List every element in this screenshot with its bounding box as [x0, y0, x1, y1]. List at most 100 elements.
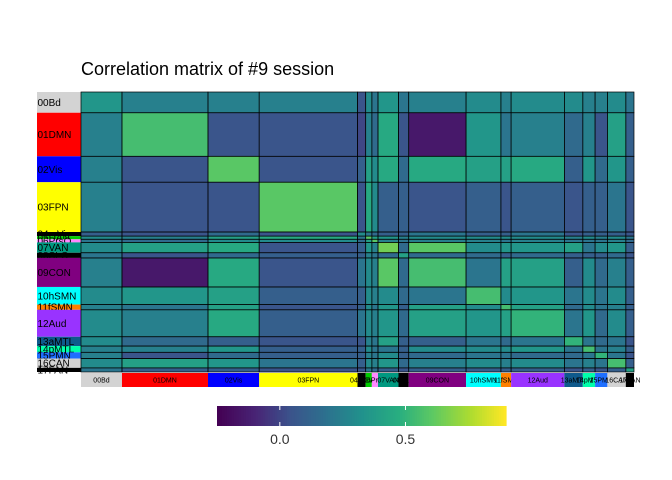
heatmap-cell-11fSMN-04mVis	[357, 304, 366, 310]
colorbar-segment	[322, 406, 326, 426]
heatmap-cell-13aMTL-09CON	[408, 336, 467, 347]
heatmap-cell-17FAN-14pMTL	[582, 367, 596, 372]
heatmap-cell-03FPN-16CAN	[607, 182, 626, 232]
heatmap-cell-08SLC-17FAN	[625, 252, 634, 258]
colorbar-segment	[419, 406, 423, 426]
colorbar-segment	[491, 406, 495, 426]
colorbar-segment	[359, 406, 363, 426]
heatmap-cell-06PrsO-14pMTL	[582, 239, 596, 243]
colorbar-segment	[450, 406, 454, 426]
heatmap-cell-14pMTL-08SLC	[398, 346, 409, 353]
colorbar-segment	[310, 406, 314, 426]
colorbar-segment	[327, 406, 331, 426]
heatmap-cell-12Aud-15PMN	[595, 309, 608, 337]
row-network-bar-01DMN	[37, 112, 81, 157]
heatmap-cell-15PMN-04mVis	[357, 352, 366, 359]
heatmap-cell-14pMTL-03FPN	[259, 346, 358, 353]
colorbar-segment	[443, 406, 447, 426]
heatmap-cell-09CON-13aMTL	[564, 257, 583, 287]
colorbar-segment	[469, 406, 473, 426]
heatmap-cell-05DAN-13aMTL	[564, 236, 583, 240]
heatmap-cell-02Vis-06PrsO	[371, 156, 378, 183]
heatmap-cell-13aMTL-06PrsO	[371, 336, 378, 347]
heatmap-cell-14pMTL-15PMN	[595, 346, 608, 353]
heatmap-cell-13aMTL-12Aud	[511, 336, 565, 347]
colorbar-segment	[455, 406, 459, 426]
heatmap-cell-01DMN-01DMN	[121, 112, 208, 157]
heatmap-cell-04mVis-16CAN	[607, 232, 626, 237]
heatmap-cell-09CON-17FAN	[625, 257, 634, 287]
colorbar-segment	[318, 406, 322, 426]
heatmap-cell-11fSMN-08SLC	[398, 304, 409, 310]
heatmap-cell-14pMTL-06PrsO	[371, 346, 378, 353]
heatmap-cell-10hSMN-15PMN	[595, 286, 608, 305]
heatmap-cell-12Aud-02Vis	[207, 309, 260, 337]
colorbar-segment	[262, 406, 266, 426]
heatmap-cell-09CON-12Aud	[511, 257, 565, 287]
heatmap-cell-04mVis-04mVis	[357, 232, 366, 237]
heatmap-cell-01DMN-03FPN	[259, 112, 358, 157]
colorbar-segment	[226, 406, 230, 426]
heatmap-cell-15PMN-05DAN	[365, 352, 372, 359]
row-network-bar-08SLC	[37, 252, 81, 258]
heatmap-cell-02Vis-08SLC	[398, 156, 409, 183]
colorbar-segment	[301, 406, 305, 426]
heatmap-cell-11fSMN-17FAN	[625, 304, 634, 310]
colorbar-segment	[387, 406, 391, 426]
heatmap-cell-04mVis-12Aud	[511, 232, 565, 237]
heatmap-cell-06PrsO-13aMTL	[564, 239, 583, 243]
heatmap-cell-06PrsO-12Aud	[511, 239, 565, 243]
column-network-bar-14pMTL	[582, 373, 596, 387]
heatmap-cell-10hSMN-03FPN	[259, 286, 358, 305]
heatmap-cell-06PrsO-00Bd	[81, 239, 122, 243]
heatmap-cell-09CON-08SLC	[398, 257, 409, 287]
heatmap-cell-03FPN-08SLC	[398, 182, 409, 232]
heatmap-cell-16CAN-13aMTL	[564, 358, 583, 368]
column-network-bar-07VAN	[377, 373, 399, 387]
colorbar-segment	[448, 406, 452, 426]
colorbar-segment	[344, 406, 348, 426]
colorbar-segment	[477, 406, 481, 426]
heatmap-cell-03FPN-10hSMN	[466, 182, 501, 232]
heatmap-cell-13aMTL-13aMTL	[564, 336, 583, 347]
row-label-05DAN: 05DAN	[38, 233, 70, 244]
heatmap-cell-13aMTL-17FAN	[625, 336, 634, 347]
heatmap-cell-03FPN-01DMN	[121, 182, 208, 232]
heatmap-cell-06PrsO-08SLC	[398, 239, 409, 243]
heatmap-cell-12Aud-08SLC	[398, 309, 409, 337]
heatmap-cell-16CAN-00Bd	[81, 358, 122, 368]
colorbar-segment	[282, 406, 286, 426]
colorbar-legend: 0.0 0.5	[217, 406, 507, 447]
heatmap-cell-08SLC-10hSMN	[466, 252, 501, 258]
heatmap-cell-01DMN-16CAN	[607, 112, 626, 157]
heatmap-cell-00Bd-03FPN	[259, 92, 358, 113]
heatmap-cell-16CAN-01DMN	[121, 358, 208, 368]
heatmap-cell-03FPN-07VAN	[377, 182, 399, 232]
heatmap-cell-00Bd-02Vis	[207, 92, 260, 113]
colorbar-segment	[231, 406, 235, 426]
heatmap-cell-02Vis-02Vis	[207, 156, 260, 183]
colorbar-segment	[421, 406, 425, 426]
heatmap-cell-15PMN-12Aud	[511, 352, 565, 359]
row-network-bar-13aMTL	[37, 336, 81, 347]
heatmap-cell-08SLC-03FPN	[259, 252, 358, 258]
heatmap-cell-04mVis-03FPN	[259, 232, 358, 237]
column-label-04mVis: 04mVis	[350, 378, 374, 385]
heatmap-cell-03FPN-02Vis	[207, 182, 260, 232]
heatmap-cell-16CAN-04mVis	[357, 358, 366, 368]
heatmap-cell-07VAN-00Bd	[81, 242, 122, 253]
heatmap-cell-15PMN-01DMN	[121, 352, 208, 359]
heatmap-cell-04mVis-01DMN	[121, 232, 208, 237]
heatmap-cell-06PrsO-04mVis	[357, 239, 366, 243]
colorbar-segment	[255, 406, 259, 426]
heatmap-cell-14pMTL-02Vis	[207, 346, 260, 353]
colorbar-segment	[392, 406, 396, 426]
heatmap-cell-12Aud-01DMN	[121, 309, 208, 337]
heatmap-cell-10hSMN-07VAN	[377, 286, 399, 305]
row-network-bar-02Vis	[37, 156, 81, 183]
heatmap-cell-04mVis-17FAN	[625, 232, 634, 237]
heatmap-cell-04mVis-08SLC	[398, 232, 409, 237]
heatmap-cell-06PrsO-09CON	[408, 239, 467, 243]
colorbar-segment	[460, 406, 464, 426]
heatmap-cell-10hSMN-16CAN	[607, 286, 626, 305]
